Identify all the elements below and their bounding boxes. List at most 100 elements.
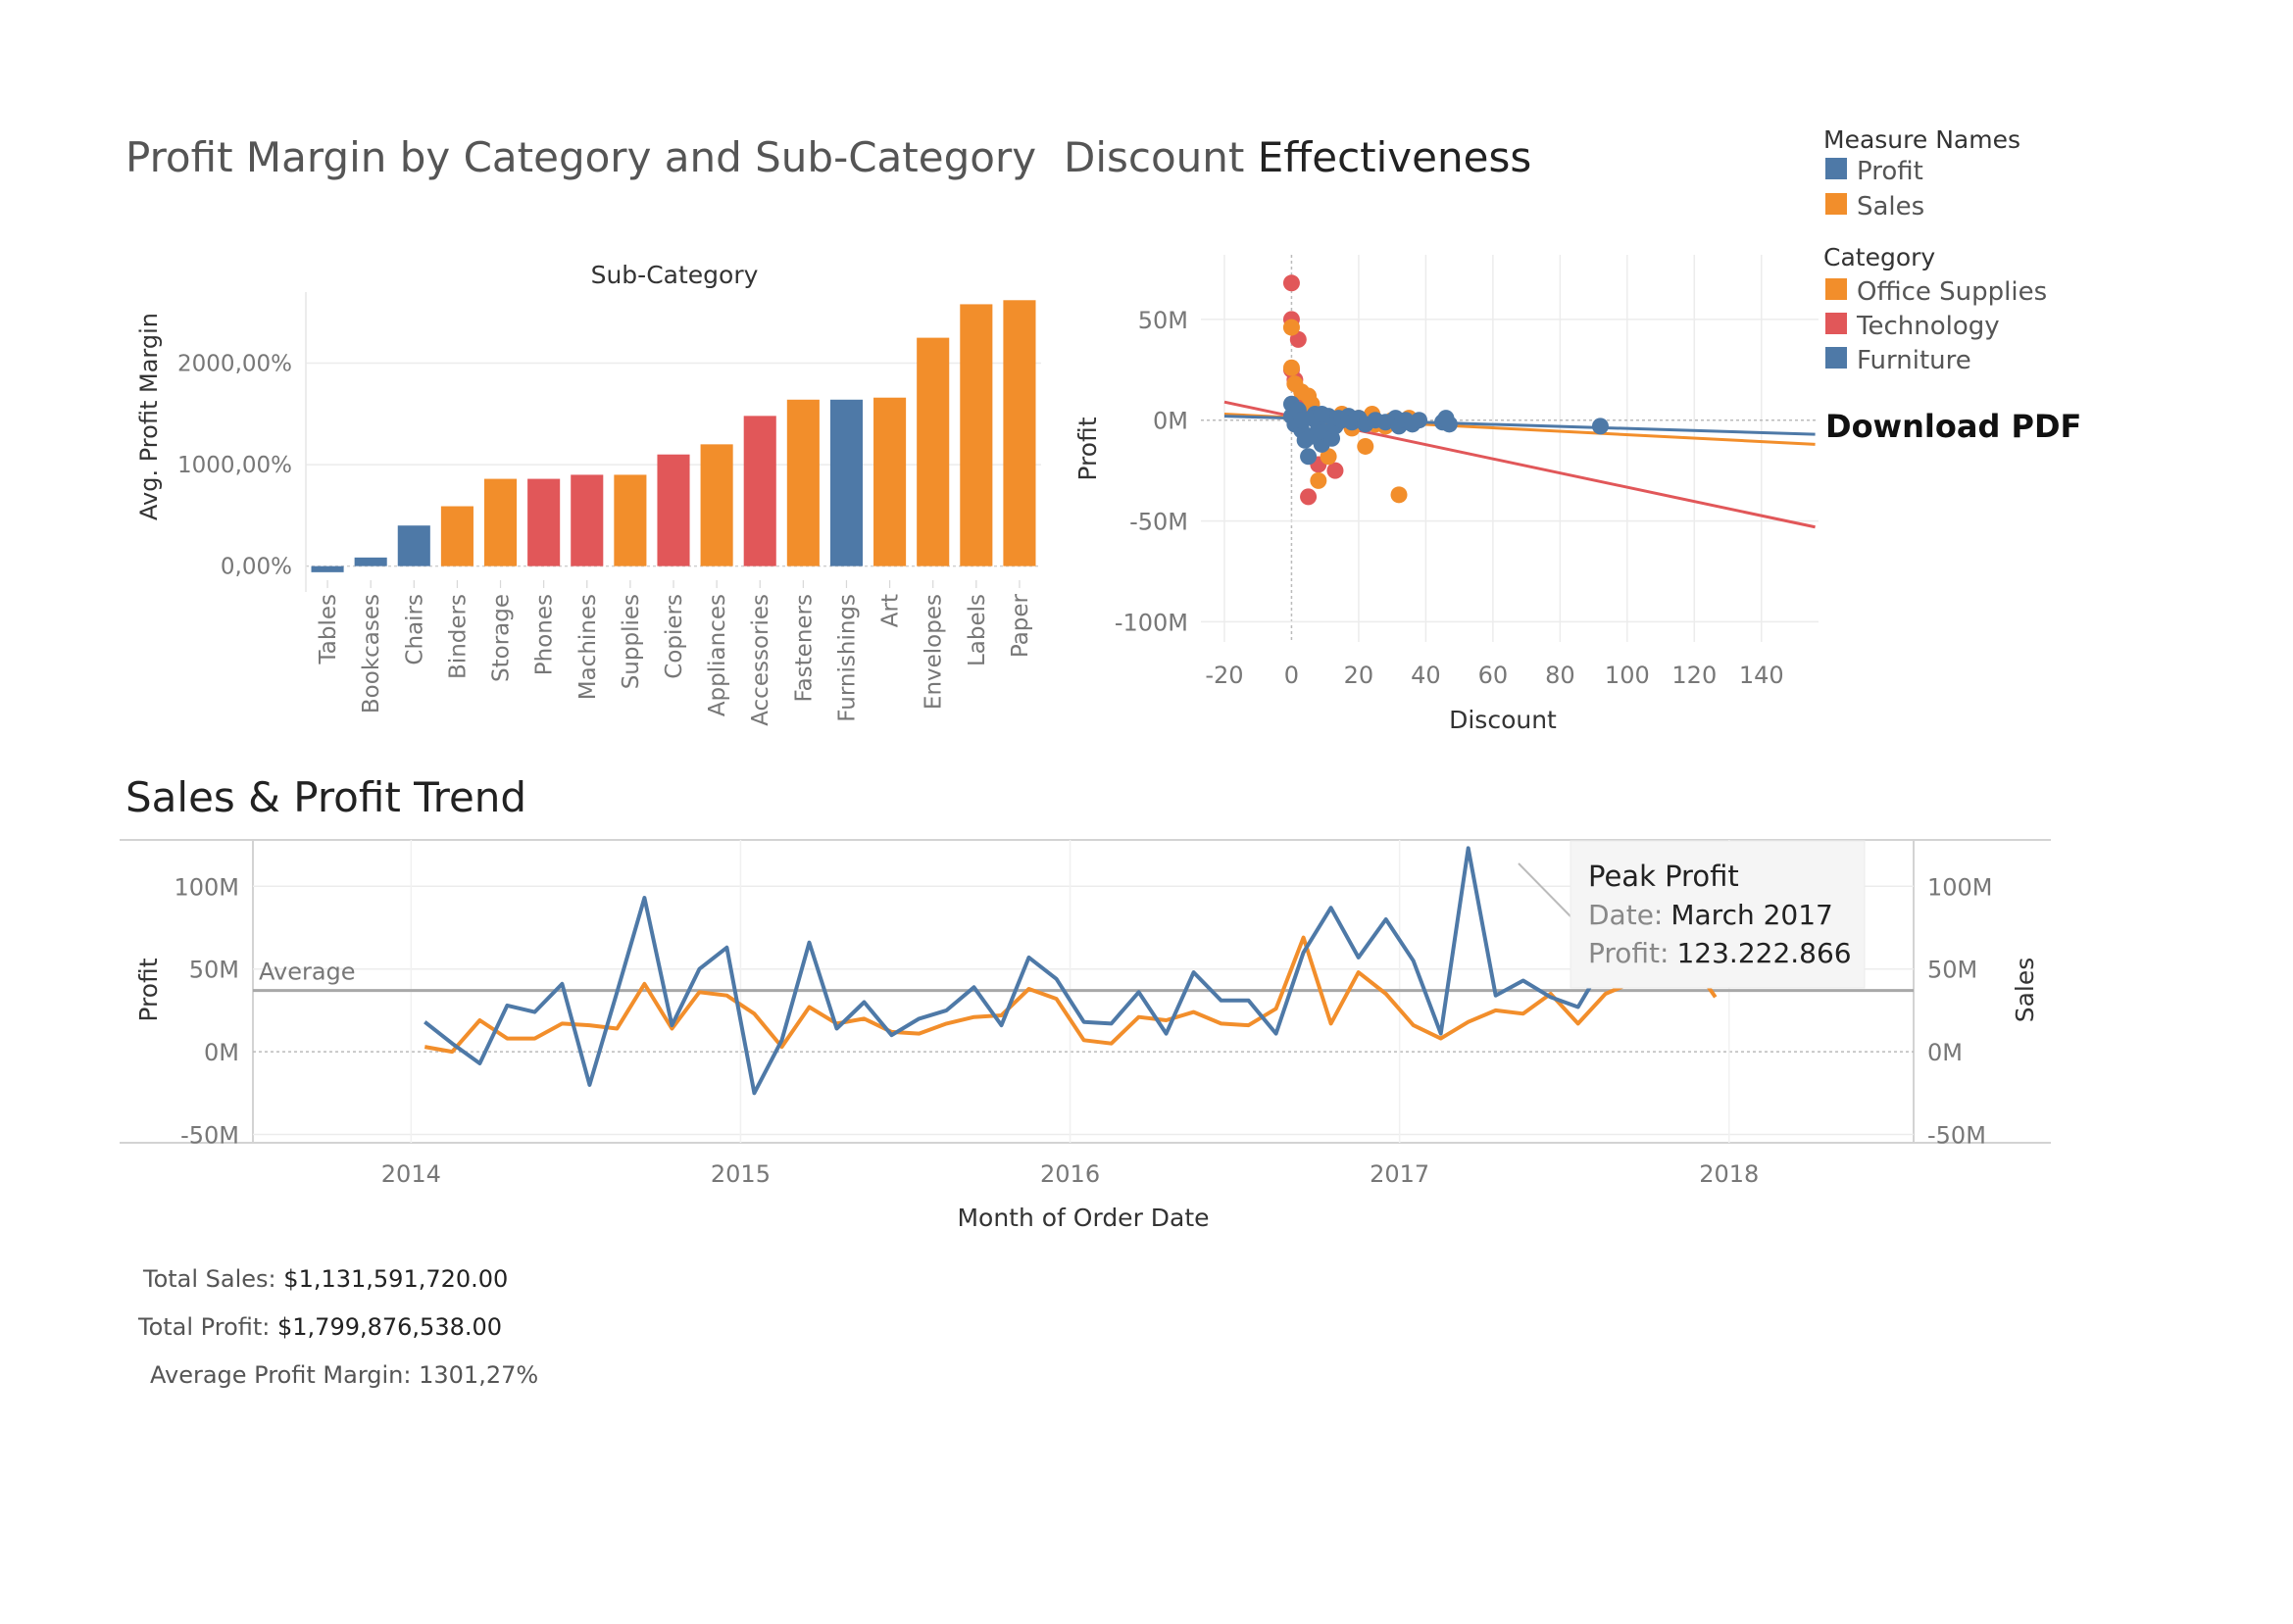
bar-y-tick-label: 2000,00% (177, 352, 292, 377)
line-y2-tick-label: 50M (1927, 957, 1977, 984)
scatter-y-tick-label: -50M (1129, 509, 1188, 536)
line-y2-axis-label: Sales (2011, 958, 2039, 1023)
scatter-point-furniture[interactable] (1411, 412, 1428, 429)
legend-item-office-supplies[interactable]: Office Supplies (1857, 277, 2047, 307)
scatter-x-tick-label: 40 (1411, 662, 1441, 689)
bar-x-label: Binders (445, 594, 471, 679)
bar-chart: Sub-Category Avg. Profit Margin 0,00% 100… (135, 261, 1041, 726)
bar-x-label: Art (878, 594, 904, 627)
tooltip-profit-value: 123.222.866 (1676, 937, 1851, 969)
bar-x-label: Accessories (748, 594, 773, 726)
bar-x-label: Fasteners (791, 594, 817, 703)
bar-chairs[interactable] (397, 525, 430, 566)
download-pdf-button[interactable]: Download PDF (1825, 408, 2081, 445)
line-chart: 100M 100M 50M 50M 0M 0M -50M -50M 2014 2015 2016 20… (120, 839, 2051, 1232)
bar-x-label: Appliances (705, 594, 730, 716)
bar-x-label: Furnishings (834, 594, 860, 722)
bar-tables[interactable] (311, 566, 344, 572)
bar-x-label: Copiers (662, 594, 687, 679)
bar-labels[interactable] (960, 304, 993, 566)
total-sales-value: $1,131,591,720.00 (283, 1265, 509, 1293)
summary-total-profit: Total Profit: $1,799,876,538.00 (138, 1313, 502, 1341)
scatter-point-office-supplies[interactable] (1282, 319, 1300, 336)
scatter-point-technology[interactable] (1282, 274, 1300, 292)
scatter-point-furniture[interactable] (1591, 418, 1609, 435)
legend-swatch-profit (1825, 158, 1847, 179)
line-x-tick-label: 2017 (1370, 1160, 1429, 1188)
legend-item-furniture[interactable]: Furniture (1857, 346, 1971, 375)
bar-x-label: Phones (532, 594, 558, 675)
scatter-point-office-supplies[interactable] (1390, 486, 1408, 504)
scatter-x-tick-label: 60 (1478, 662, 1509, 689)
bar-binders[interactable] (440, 506, 474, 566)
bar-machines[interactable] (571, 474, 604, 566)
bar-y-tick-label: 1000,00% (177, 453, 292, 478)
legend-item-profit[interactable]: Profit (1857, 157, 1923, 186)
line-y-tick-label: 100M (174, 873, 239, 901)
tooltip-title: Peak Profit (1588, 860, 1739, 893)
scatter-point-office-supplies[interactable] (1282, 359, 1300, 376)
bar-fasteners[interactable] (786, 399, 820, 566)
line-series-profit[interactable] (424, 846, 1718, 1096)
line-ticks: 100M 100M 50M 50M 0M 0M -50M -50M 2014 2015 2016 20… (174, 873, 1992, 1188)
bar-appliances[interactable] (700, 444, 733, 566)
average-margin-label: Average Profit Margin: (150, 1361, 412, 1389)
bar-envelopes[interactable] (917, 337, 950, 566)
bar-x-label: Storage (489, 594, 515, 682)
line-x-tick-label: 2018 (1699, 1160, 1759, 1188)
scatter-ticks: -20 0 20 40 60 80 100 120 140 50M 0M -50M -100M (1115, 307, 1784, 689)
bar-supplies[interactable] (614, 474, 647, 566)
scatter-point-office-supplies[interactable] (1357, 437, 1374, 455)
bar-copiers[interactable] (657, 454, 690, 566)
tooltip-date-value: March 2017 (1670, 899, 1833, 931)
scatter-point-office-supplies[interactable] (1320, 448, 1337, 466)
scatter-point-technology[interactable] (1326, 462, 1344, 479)
bar-paper[interactable] (1003, 300, 1036, 566)
scatter-point-technology[interactable] (1300, 488, 1318, 506)
legend-item-technology[interactable]: Technology (1856, 312, 2000, 341)
bar-accessories[interactable] (743, 416, 776, 566)
scatter-point-furniture[interactable] (1440, 416, 1458, 433)
bar-x-label: Bookcases (359, 594, 384, 714)
tooltip-profit: Profit: 123.222.866 (1588, 937, 1852, 969)
bar-furnishings[interactable] (829, 399, 864, 566)
average-margin-value: 1301,27% (419, 1361, 539, 1389)
scatter-point-furniture[interactable] (1313, 406, 1330, 423)
line-chart-title: Sales & Profit Trend (125, 773, 526, 821)
scatter-x-tick-label: -20 (1205, 662, 1243, 689)
bar-x-label: Paper (1008, 593, 1033, 658)
line-series (424, 846, 1718, 1096)
line-x-tick-label: 2015 (711, 1160, 771, 1188)
scatter-chart-title: Discount Effectiveness (1064, 133, 1531, 181)
bar-y-ticks: 0,00% 1000,00% 2000,00% (177, 352, 292, 580)
scatter-gridlines (1201, 255, 1819, 642)
tooltip-date-label: Date: (1588, 899, 1663, 931)
bar-art[interactable] (873, 397, 907, 566)
line-x-tick-label: 2014 (381, 1160, 441, 1188)
total-profit-value: $1,799,876,538.00 (277, 1313, 503, 1341)
total-profit-label: Total Profit: (138, 1313, 271, 1341)
line-y-tick-label: 0M (204, 1039, 239, 1066)
bar-x-label: Machines (575, 594, 601, 700)
bar-bookcases[interactable] (354, 557, 387, 566)
scatter-point-office-supplies[interactable] (1310, 471, 1327, 489)
scatter-y-tick-label: 0M (1153, 408, 1188, 435)
summary-total-sales: Total Sales: $1,131,591,720.00 (143, 1265, 508, 1293)
scatter-x-tick-label: 0 (1284, 662, 1299, 689)
bar-y-tick-label: 0,00% (221, 555, 292, 580)
bar-marks (311, 300, 1036, 572)
line-x-axis-label: Month of Order Date (957, 1204, 1209, 1232)
line-series-sales[interactable] (424, 935, 1718, 1055)
bar-phones[interactable] (527, 478, 561, 566)
tooltip-connector (1518, 862, 1571, 917)
summary-average-margin: Average Profit Margin: 1301,27% (150, 1361, 538, 1389)
scatter-title-emphasis: Effectiveness (1258, 133, 1531, 181)
line-x-tick-label: 2016 (1040, 1160, 1100, 1188)
scatter-point-furniture[interactable] (1300, 448, 1318, 466)
bar-storage[interactable] (483, 478, 518, 566)
bar-column-header: Sub-Category (591, 261, 759, 289)
bar-x-label: Chairs (402, 594, 427, 665)
scatter-point-technology[interactable] (1289, 330, 1307, 348)
legend-item-sales[interactable]: Sales (1857, 192, 1924, 221)
